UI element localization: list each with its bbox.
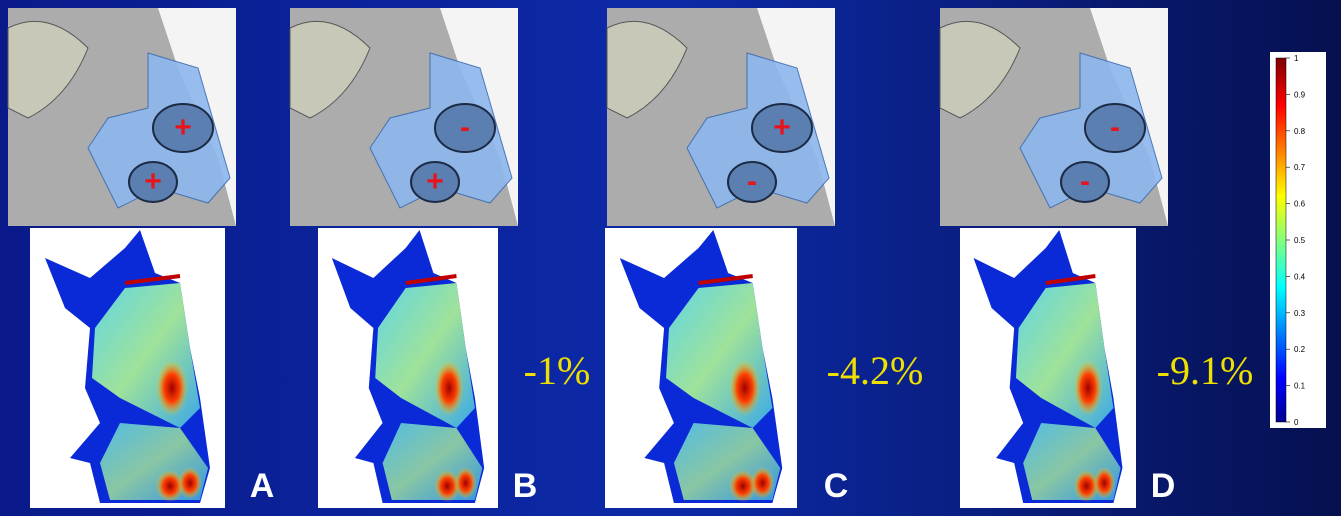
colorbar-tick-label: 0.4 <box>1294 272 1306 281</box>
anatomy-image: -- <box>940 8 1168 226</box>
colorbar-scale <box>1276 58 1286 422</box>
marker-sign: + <box>773 111 791 144</box>
marker-sign: - <box>460 111 470 144</box>
marker-sign: - <box>747 165 757 198</box>
figure: ++A-+B-1%+-C-4.2%--D-9.1% 00.10.20.30.40… <box>0 0 1341 516</box>
colorbar-tick-label: 0.5 <box>1294 236 1306 245</box>
colorbar-tick-label: 0.3 <box>1294 309 1306 318</box>
hot-spot <box>729 360 761 416</box>
colorbar-tick-label: 0.1 <box>1294 382 1306 391</box>
colorbar-tick-label: 0.2 <box>1294 345 1306 354</box>
panel-label: B <box>513 467 538 505</box>
colorbar-tick-label: 0.9 <box>1294 90 1306 99</box>
hot-spot <box>434 360 464 416</box>
colorbar-tick-label: 1 <box>1294 54 1299 63</box>
colorbar: 0 0.1 0.2 0.3 0.4 0.5 0.6 0.7 0.8 0.9 1 <box>1270 52 1326 428</box>
hot-spot <box>156 360 188 416</box>
change-label: -1% <box>524 348 591 393</box>
heatmap-image <box>960 228 1136 508</box>
hot-spot <box>751 467 775 499</box>
panels: ++A-+B-1%+-C-4.2%--D-9.1% <box>8 8 1253 508</box>
marker-sign: + <box>426 165 444 198</box>
change-label: -4.2% <box>827 348 924 393</box>
anatomy-image: ++ <box>8 8 236 226</box>
panel-label: C <box>824 467 849 505</box>
colorbar-tick-label: 0 <box>1294 418 1299 427</box>
marker-sign: - <box>1080 165 1090 198</box>
anatomy-image: -+ <box>290 8 518 226</box>
marker-sign: + <box>144 165 162 198</box>
hot-spot <box>455 467 477 499</box>
hot-spot <box>178 467 202 499</box>
marker-sign: - <box>1110 111 1120 144</box>
hot-spot <box>1094 467 1116 499</box>
colorbar-tick-label: 0.7 <box>1294 163 1306 172</box>
heatmap-image <box>30 228 225 508</box>
marker-sign: + <box>174 111 192 144</box>
hot-spot <box>1074 360 1103 416</box>
heatmap-image <box>318 228 498 508</box>
anatomy-image: +- <box>607 8 835 226</box>
change-label: -9.1% <box>1157 348 1254 393</box>
panel-label: A <box>250 467 275 505</box>
colorbar-tick-label: 0.8 <box>1294 127 1306 136</box>
heatmap-image <box>605 228 797 508</box>
colorbar-tick-label: 0.6 <box>1294 200 1306 209</box>
panel-label: D <box>1151 467 1176 505</box>
